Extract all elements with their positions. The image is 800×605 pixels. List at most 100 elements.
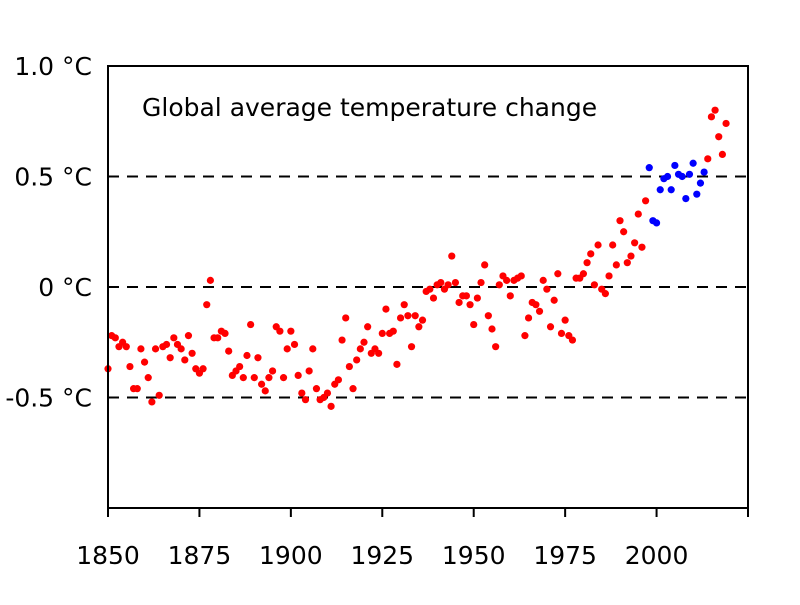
data-point-red [170,334,178,342]
data-point-red [448,252,456,260]
y-tick-label: -0.5 °C [5,384,92,413]
x-tick-label: 1875 [168,541,232,570]
data-point-red [707,113,716,121]
data-point-red [550,296,558,304]
data-point-red [283,345,291,353]
data-point-red [601,290,609,298]
data-point-red [495,281,503,289]
data-point-red [122,343,130,351]
data-point-red [188,349,196,357]
data-point-red [155,391,163,399]
data-point-red [353,356,361,364]
data-point-red [407,343,416,351]
data-point-blue [678,172,686,181]
data-point-red [356,345,364,353]
data-point-red [199,365,207,373]
data-point-red [221,329,229,338]
data-point-red [473,294,481,302]
data-point-red [206,276,214,284]
data-point-red [151,345,160,353]
data-point-red [327,402,335,410]
x-tick-label: 1975 [533,541,597,570]
data-point-red [411,312,419,320]
data-point-red [594,241,602,249]
data-point-red [323,389,332,397]
data-point-red [532,301,540,309]
data-point-red [301,396,310,404]
data-point-red [466,301,474,309]
data-point-red [590,281,599,289]
data-point-red [236,362,244,371]
data-point-red [294,371,302,379]
data-point-red [557,329,566,338]
data-point-blue [671,161,679,170]
data-point-red [634,210,642,218]
data-point-red [521,332,529,340]
data-point-red [444,281,452,289]
data-point-red [488,325,496,333]
data-point-red [243,351,251,360]
data-point-red [140,358,149,366]
data-point-red [623,259,631,267]
data-point-red [426,285,434,293]
data-point-red [298,389,306,397]
data-point-red [612,261,620,269]
data-point-red [389,327,397,335]
data-point-red [543,285,551,293]
data-point-red [181,356,189,364]
data-point-red [404,312,412,320]
data-point-red [605,272,613,280]
data-point-blue [663,172,672,181]
data-point-red [111,334,119,342]
data-point-red [484,312,492,320]
data-point-red [342,314,350,322]
data-point-red [177,345,185,353]
chart-title: Global average temperature change [142,93,597,122]
data-point-blue [667,186,675,194]
data-point-blue [685,170,694,178]
data-point-blue [696,179,705,187]
data-point-red [261,387,269,395]
data-point-blue [656,186,664,194]
data-point-red [415,323,423,331]
data-point-red [137,345,145,353]
data-point-red [470,320,478,329]
data-point-red [290,340,299,349]
data-point-red [276,327,284,335]
data-point-red [718,150,727,158]
data-point-red [162,340,171,349]
data-point-red [393,360,401,368]
data-point-red [309,345,317,353]
grid-lines [108,175,748,399]
data-point-red [631,239,639,247]
x-tick-label: 1925 [350,541,414,570]
data-point-red [524,314,533,322]
data-point-red [535,307,544,315]
data-point-red [254,354,262,362]
data-point-red [287,327,295,335]
data-point-red [429,294,438,302]
x-tick-label: 1950 [442,541,506,570]
data-point-red [312,385,321,393]
axis-ticks: 1.0 °C 0.5 °C 0 °C -0.5 °C 1850 1875 1900 1925 1… [5,52,749,570]
y-tick-label: 0 °C [38,273,92,302]
data-point-red [642,197,650,205]
data-point-red [239,374,247,382]
data-point-red [506,292,514,300]
data-point-red [382,305,390,313]
data-point-red [166,354,174,362]
data-point-red [455,298,463,307]
data-point-red [396,314,405,322]
data-point-red [579,270,588,278]
data-point-red [616,217,624,225]
data-point-blue [682,195,690,203]
data-point-red [722,119,730,128]
data-point-blue [700,168,708,176]
data-point-red [247,320,255,329]
data-point-red [214,334,222,342]
data-point-red [554,270,562,278]
data-point-red [126,362,134,371]
data-point-red [561,316,569,324]
